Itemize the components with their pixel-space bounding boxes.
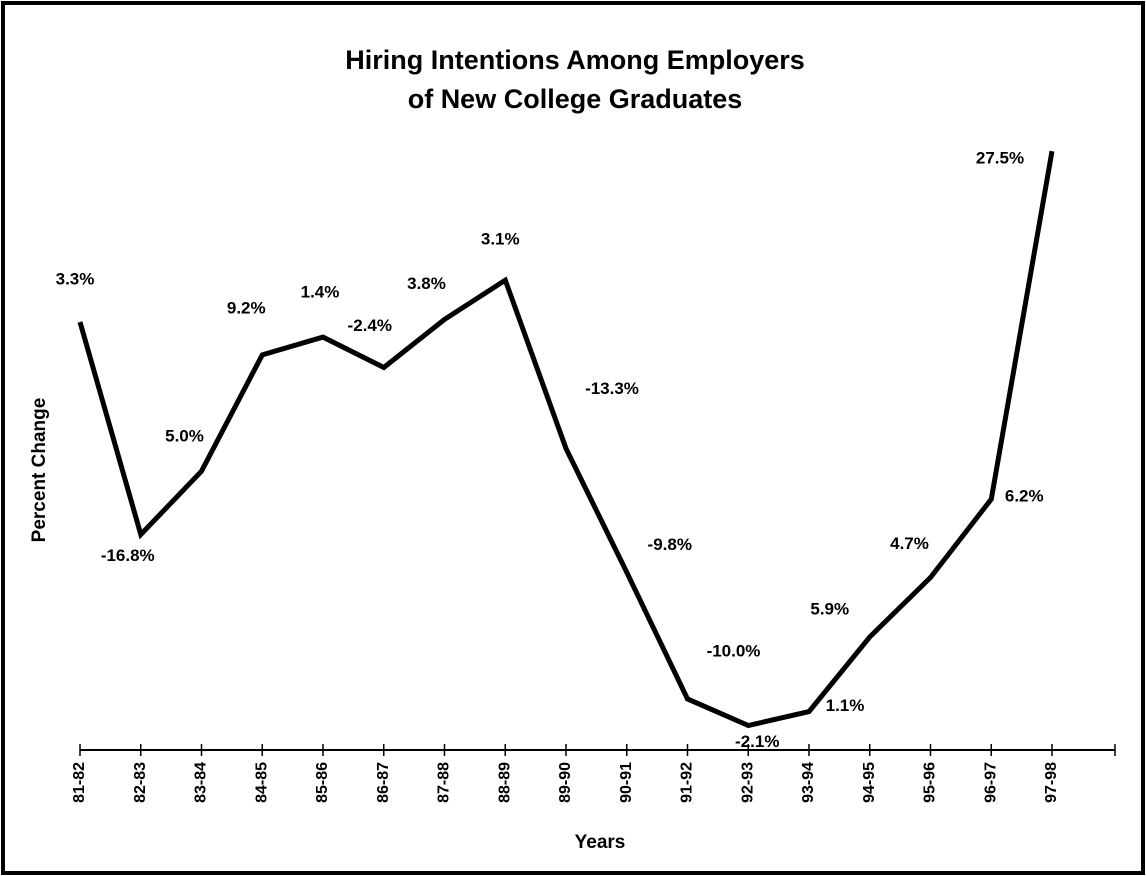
y-axis-label: Percent Change bbox=[29, 398, 50, 543]
x-tick-label: 81-82 bbox=[71, 762, 88, 803]
x-tick-label: 83-84 bbox=[193, 762, 210, 803]
x-tick-label: 90-91 bbox=[618, 762, 635, 803]
data-label: 6.2% bbox=[1005, 487, 1044, 506]
x-tick-label: 89-90 bbox=[557, 762, 574, 803]
x-tick-label: 86-87 bbox=[375, 762, 392, 803]
x-tick-label: 95-96 bbox=[922, 762, 939, 803]
data-label: -2.4% bbox=[348, 316, 392, 335]
x-tick-label: 94-95 bbox=[861, 762, 878, 803]
x-tick-label: 92-93 bbox=[739, 762, 756, 803]
data-label: -2.1% bbox=[735, 732, 779, 751]
data-label: 27.5% bbox=[976, 149, 1024, 168]
data-label: 3.8% bbox=[407, 274, 446, 293]
chart-title: Hiring Intentions Among Employers bbox=[345, 45, 805, 75]
data-label: 5.0% bbox=[165, 427, 204, 446]
data-label: 3.3% bbox=[56, 269, 95, 288]
x-tick-label: 87-88 bbox=[436, 762, 453, 803]
x-tick-label: 96-97 bbox=[982, 762, 999, 803]
data-label: -9.8% bbox=[648, 535, 692, 554]
data-label: -13.3% bbox=[585, 379, 639, 398]
data-label: -16.8% bbox=[101, 546, 155, 565]
x-tick-label: 82-83 bbox=[132, 762, 149, 803]
x-tick-label: 88-89 bbox=[496, 762, 513, 803]
x-tick-label: 91-92 bbox=[679, 762, 696, 803]
chart-title: of New College Graduates bbox=[408, 84, 743, 114]
data-label: 1.4% bbox=[301, 283, 340, 302]
line bbox=[77, 150, 1055, 729]
x-tick-label: 93-94 bbox=[800, 762, 817, 803]
x-axis-label: Years bbox=[575, 832, 626, 853]
data-label: 5.9% bbox=[810, 599, 849, 618]
data-label: 3.1% bbox=[481, 230, 520, 249]
x-tick-label: 97-98 bbox=[1043, 762, 1060, 803]
x-tick-label: 85-86 bbox=[314, 762, 331, 803]
x-tick-label: 84-85 bbox=[253, 762, 270, 803]
data-label: 9.2% bbox=[227, 298, 266, 317]
data-label: -10.0% bbox=[707, 641, 761, 660]
data-label: 4.7% bbox=[890, 534, 929, 553]
data-label: 1.1% bbox=[826, 696, 865, 715]
